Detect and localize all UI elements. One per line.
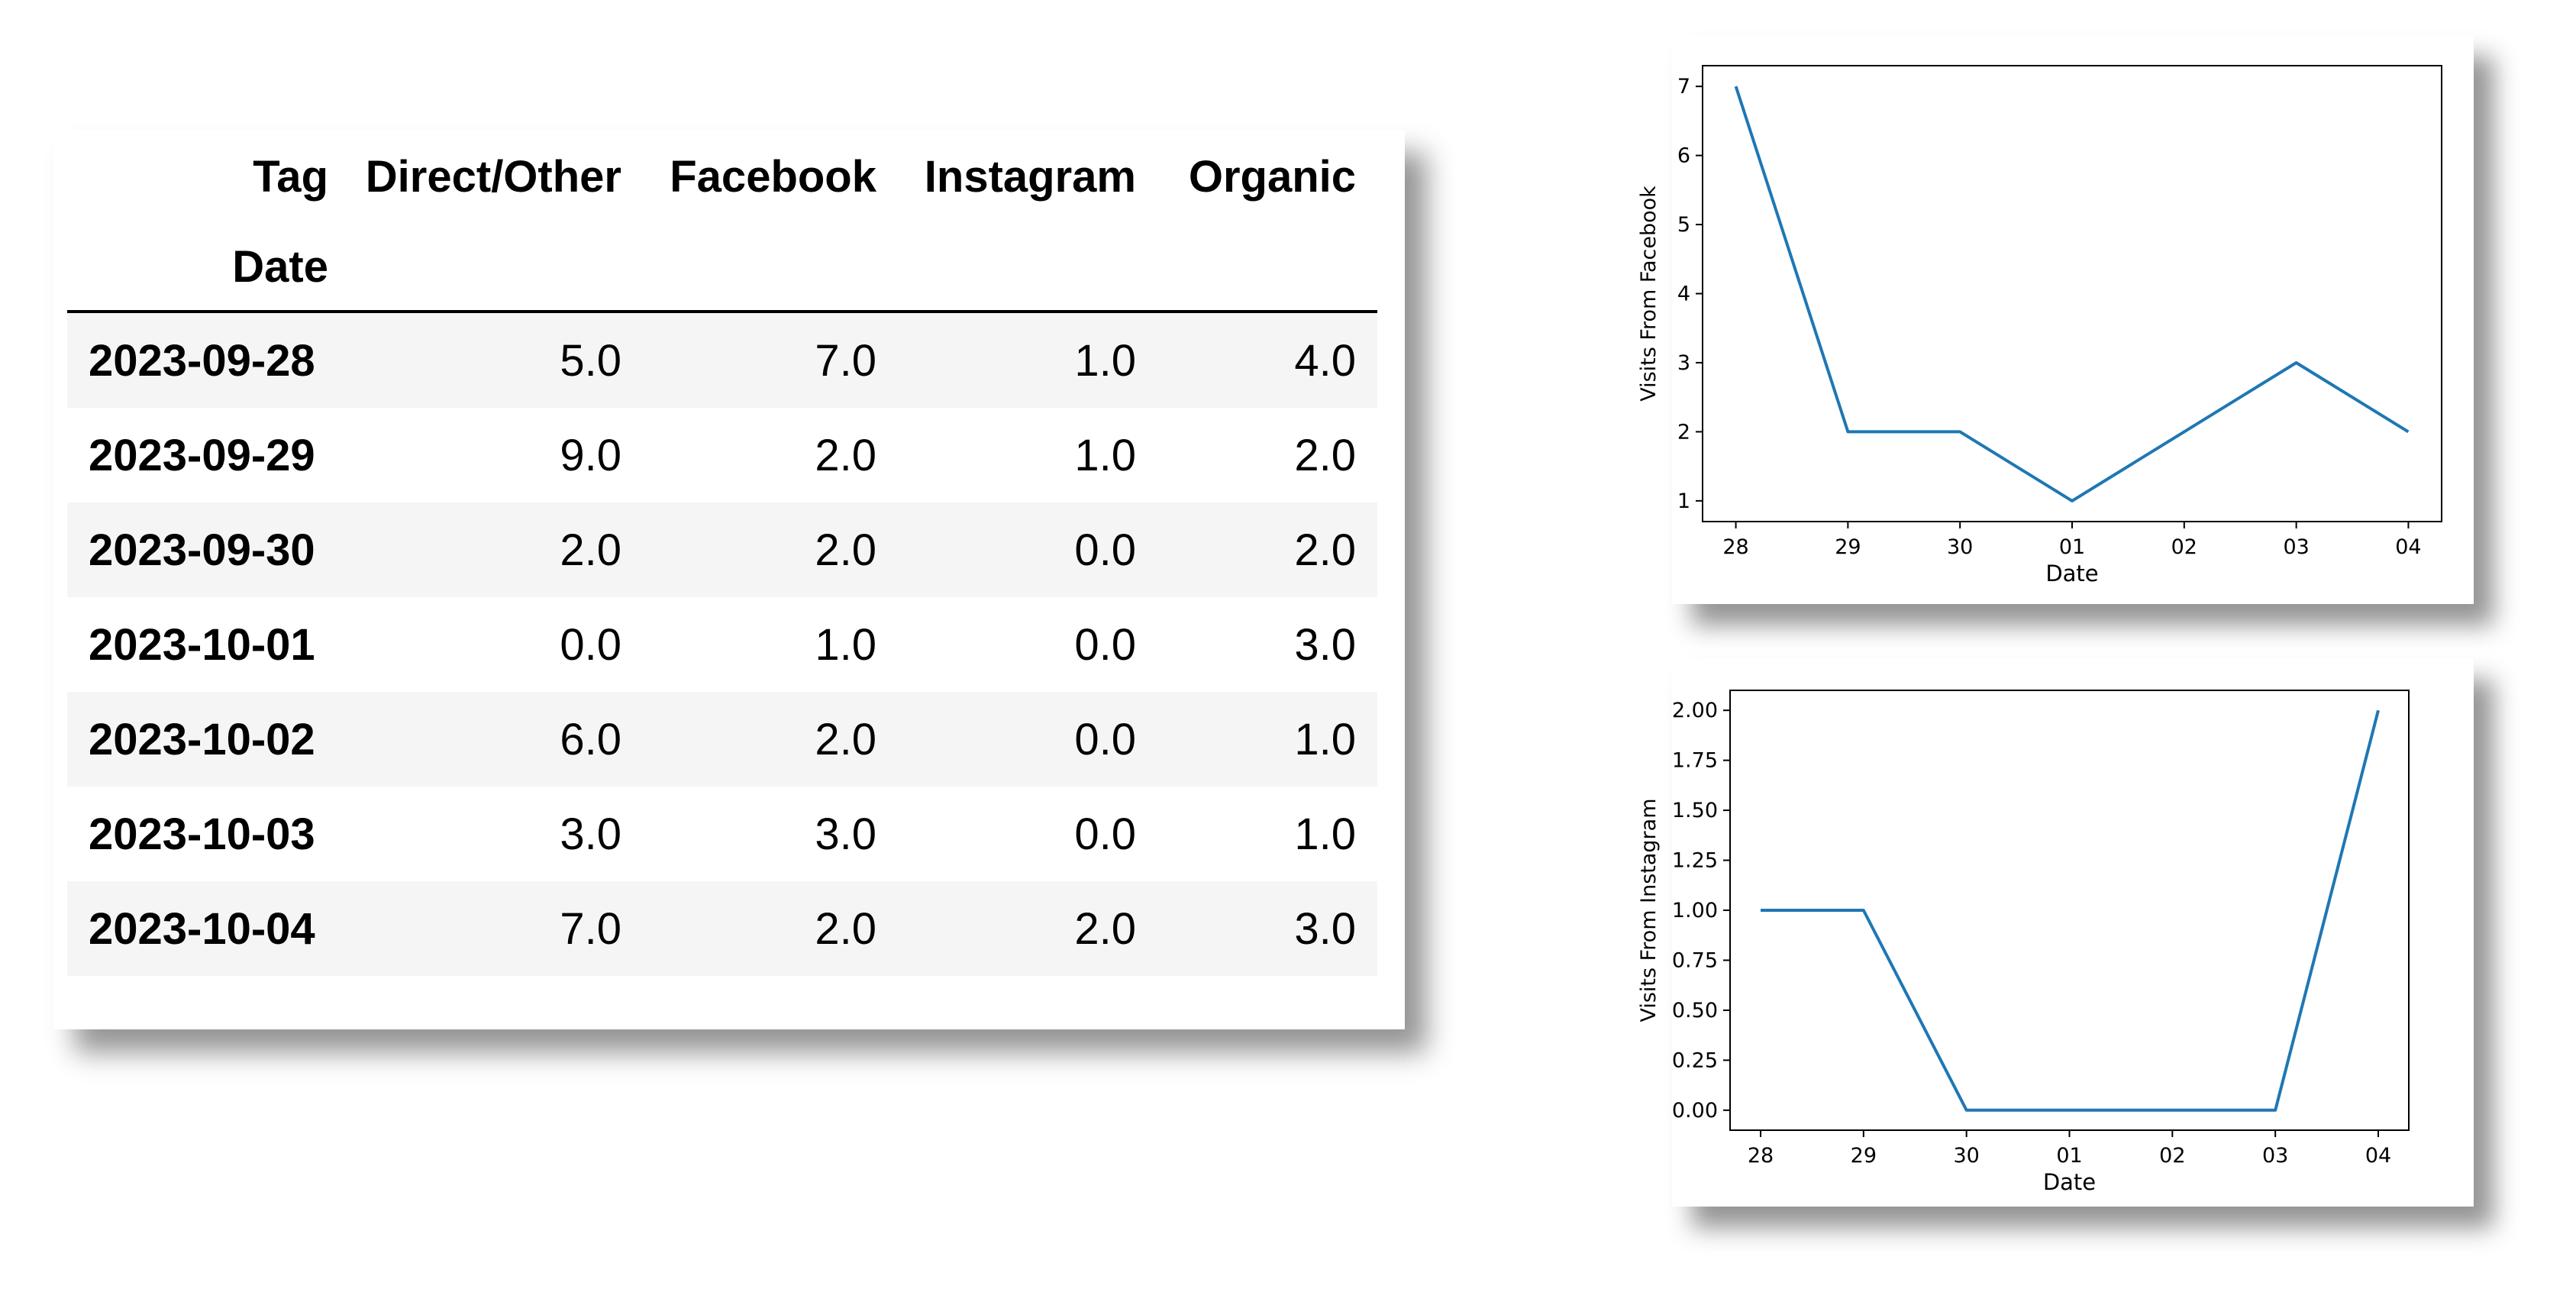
cell-organic: 3.0 [1294,619,1356,670]
cell-instagram: 0.0 [1074,619,1136,670]
row-date: 2023-10-04 [89,903,315,954]
column-header-facebook: Facebook [670,151,876,202]
empty-header-cell [643,223,898,313]
column-header-direct-other: Direct/Other [365,151,621,202]
column-header-organic: Organic [1188,151,1356,202]
y-tick-label: 0.00 [1672,1099,1718,1123]
x-tick-label: 04 [2365,1144,2391,1168]
cell-instagram: 2.0 [1074,903,1136,954]
cell-direct-other: 0.0 [560,619,621,670]
table-index-name-row: Date [67,223,1377,313]
x-tick-label: 30 [1947,535,1973,559]
cell-instagram: 1.0 [1074,430,1136,480]
cell-facebook: 1.0 [815,619,876,670]
x-axis-label: Date [2045,561,2098,586]
row-date: 2023-09-30 [89,525,315,575]
cell-organic: 3.0 [1294,903,1356,954]
table-row: 2023-09-29 9.0 2.0 1.0 2.0 [67,408,1377,502]
y-axis-label: Visits From Facebook [1637,186,1661,402]
row-date: 2023-09-28 [89,335,315,386]
y-tick-label: 7 [1677,75,1690,99]
x-tick-label: 01 [2059,535,2085,559]
instagram-visits-line-chart: 28 29 30 01 02 03 04 0.00 0.25 0.50 0.75 1.00 1.25 1.… [1637,690,2410,1195]
row-date: 2023-10-03 [89,809,315,859]
facebook-visits-line-chart: 28 29 30 01 02 03 04 1 2 3 4 5 6 7 Date Visits From Fac… [1637,65,2442,586]
cell-direct-other: 2.0 [560,525,621,575]
x-axis-label: Date [2043,1169,2096,1195]
cell-facebook: 3.0 [815,809,876,859]
instagram-visits-chart-card: 28 29 30 01 02 03 04 0.00 0.25 0.50 0.75 1.00 1.25 1.… [1637,658,2474,1207]
y-tick-label: 2.00 [1672,699,1718,722]
cell-instagram: 1.0 [1074,335,1136,386]
x-tick-label: 03 [2262,1144,2288,1168]
cell-facebook: 2.0 [815,903,876,954]
table-row: 2023-09-28 5.0 7.0 1.0 4.0 [67,312,1377,408]
cell-facebook: 2.0 [815,525,876,575]
y-axis-label: Visits From Instagram [1637,798,1661,1022]
row-date: 2023-09-29 [89,430,315,480]
x-tick-label: 28 [1722,535,1748,559]
table-row: 2023-10-03 3.0 3.0 0.0 1.0 [67,787,1377,881]
y-tick-label: 0.75 [1672,948,1718,972]
y-tick-label: 3 [1677,351,1690,375]
table-row: 2023-09-30 2.0 2.0 0.0 2.0 [67,502,1377,597]
cell-direct-other: 9.0 [560,430,621,480]
y-tick-label: 5 [1677,213,1690,237]
cell-facebook: 2.0 [815,714,876,764]
cell-instagram: 0.0 [1074,809,1136,859]
y-tick-label: 0.50 [1672,999,1718,1023]
x-tick-label: 02 [2159,1144,2185,1168]
y-tick-label: 1.50 [1672,799,1718,822]
y-tick-label: 1.00 [1672,899,1718,922]
facebook-visits-chart-card: 28 29 30 01 02 03 04 1 2 3 4 5 6 7 Date Visits From Fac… [1637,35,2474,604]
empty-header-cell [1157,223,1377,313]
column-header-instagram: Instagram [924,151,1136,202]
y-tick-label: 2 [1677,420,1690,444]
cell-organic: 2.0 [1294,430,1356,480]
dataframe-table-card: Tag Direct/Other Facebook Instagram Orga… [53,130,1405,1029]
cell-direct-other: 6.0 [560,714,621,764]
cell-direct-other: 5.0 [560,335,621,386]
cell-direct-other: 3.0 [560,809,621,859]
x-tick-label: 28 [1748,1144,1774,1168]
empty-header-cell [350,223,643,313]
cell-instagram: 0.0 [1074,525,1136,575]
dataframe-table: Tag Direct/Other Facebook Instagram Orga… [67,130,1377,976]
x-tick-label: 03 [2283,535,2309,559]
table-row: 2023-10-02 6.0 2.0 0.0 1.0 [67,692,1377,787]
cell-organic: 4.0 [1294,335,1356,386]
y-tick-label: 4 [1677,283,1690,306]
plot-area-frame [1702,65,2442,522]
x-tick-label: 29 [1835,535,1861,559]
y-tick-label: 1.25 [1672,849,1718,873]
index-name-header: Date [67,223,350,313]
table-row: 2023-10-01 0.0 1.0 0.0 3.0 [67,597,1377,692]
x-tick-label: 02 [2171,535,2197,559]
x-tick-label: 30 [1953,1144,1979,1168]
cell-facebook: 7.0 [815,335,876,386]
cell-instagram: 0.0 [1074,714,1136,764]
cell-facebook: 2.0 [815,430,876,480]
empty-header-cell [898,223,1157,313]
row-date: 2023-10-02 [89,714,315,764]
table-row: 2023-10-04 7.0 2.0 2.0 3.0 [67,881,1377,976]
instagram-visits-line [1761,709,2380,1112]
y-tick-label: 6 [1677,144,1690,168]
cell-organic: 1.0 [1294,809,1356,859]
cell-organic: 2.0 [1294,525,1356,575]
column-name-header: Tag [253,151,328,202]
table-header-row: Tag Direct/Other Facebook Instagram Orga… [67,130,1377,223]
y-tick-label: 1 [1677,489,1690,513]
x-tick-label: 29 [1851,1144,1877,1168]
row-date: 2023-10-01 [89,619,315,670]
y-tick-label: 0.25 [1672,1048,1718,1072]
facebook-visits-line [1734,86,2410,502]
y-tick-label: 1.75 [1672,749,1718,773]
x-tick-label: 04 [2395,535,2421,559]
cell-direct-other: 7.0 [560,903,621,954]
x-tick-label: 01 [2056,1144,2082,1168]
cell-organic: 1.0 [1294,714,1356,764]
